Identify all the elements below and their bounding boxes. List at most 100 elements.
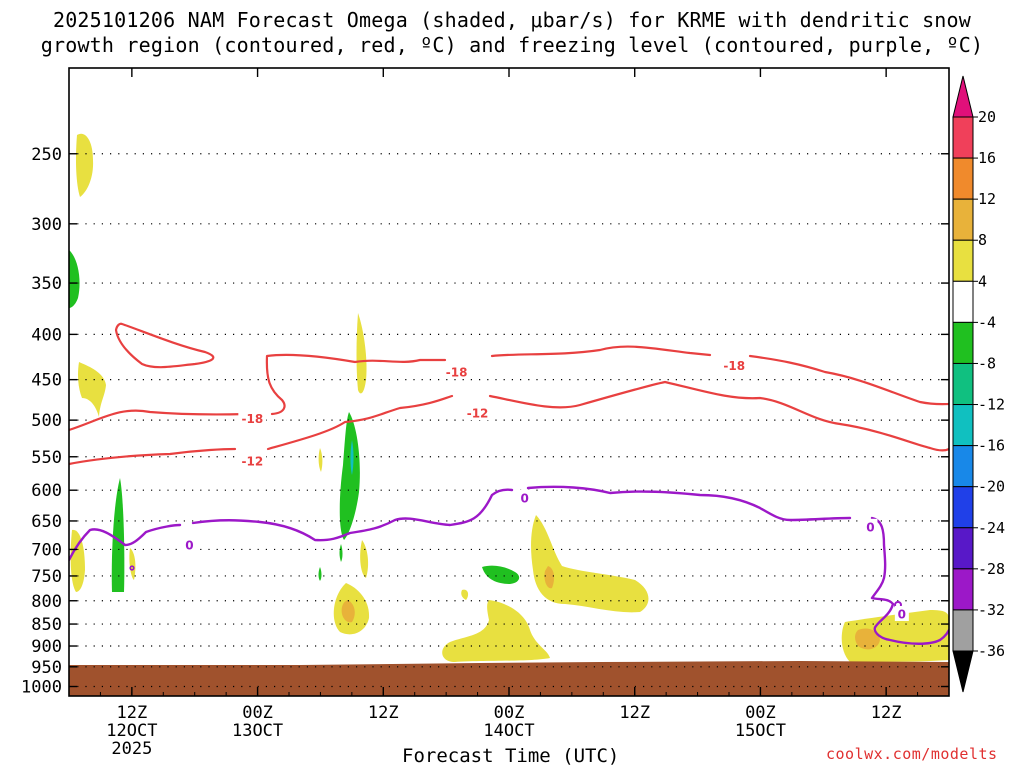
colorbar-label: 8 <box>978 231 987 249</box>
pressure-tick-label: 750 <box>31 567 62 587</box>
omega-shade-green <box>69 250 80 308</box>
time-tick-label: 12OCT <box>106 721 157 741</box>
pressure-tick-label: 250 <box>31 145 62 165</box>
colorbar-label: 4 <box>978 272 987 290</box>
colorbar-swatch <box>952 527 974 570</box>
colorbar-label: -32 <box>978 601 1005 619</box>
colorbar-swatch <box>952 568 974 611</box>
dgz-red-contour-minus12 <box>69 380 949 466</box>
omega-shade-yellow <box>76 133 94 197</box>
colorbar-swatch <box>952 321 974 364</box>
omega-shade-yellow <box>360 540 369 578</box>
dgz-red-contour-minus18-closed <box>114 322 215 369</box>
colorbar-label: -20 <box>978 478 1005 496</box>
colorbar-swatch <box>952 362 974 406</box>
time-tick-label: 00Z <box>745 703 776 723</box>
contour-label: 0 <box>185 539 193 553</box>
omega-shade-yellow <box>78 362 106 417</box>
contour-label: -12 <box>467 407 489 421</box>
chart-title-line1: 2025101206 NAM Forecast Omega (shaded, μ… <box>52 8 972 32</box>
colorbar-label: 16 <box>978 149 996 167</box>
pressure-tick-label: 450 <box>31 371 62 391</box>
freezing-level-purple-contour <box>69 485 949 645</box>
colorbar-swatch <box>952 486 974 529</box>
pressure-tick-label: 700 <box>31 540 62 560</box>
pressure-tick-label: 650 <box>31 512 62 532</box>
contour-label-background <box>463 405 492 421</box>
omega-shade-yellow <box>461 589 469 600</box>
omega-shade-green <box>482 565 520 584</box>
colorbar-label: -12 <box>978 396 1005 414</box>
pressure-tick-label: 800 <box>31 592 62 612</box>
colorbar-label: -16 <box>978 437 1005 455</box>
colorbar-swatch <box>952 157 974 200</box>
contour-label: -18 <box>241 412 263 426</box>
dgz-red-contour-minus18 <box>69 345 949 432</box>
colorbar-top-arrow <box>952 75 974 118</box>
omega-shade-teal <box>350 440 354 475</box>
colorbar-label: -8 <box>978 354 996 372</box>
contour-label-background <box>182 537 197 553</box>
contour-labels: -18 -18 -18 -12 -12 0 0 0 0 <box>182 357 909 621</box>
pressure-tick-label: 500 <box>31 411 62 431</box>
omega-shade-yellow <box>531 515 649 613</box>
time-tick-label: 2025 <box>111 739 152 759</box>
source-credit: coolwx.com/modelts <box>826 745 998 763</box>
colorbar-swatch <box>952 239 974 282</box>
contour-label-background <box>517 489 532 505</box>
colorbar-swatch <box>952 404 974 447</box>
pressure-tick-label: 300 <box>31 215 62 235</box>
colorbar-label: 20 <box>978 108 996 126</box>
time-tick-label: 12Z <box>368 703 399 723</box>
colorbar-swatch <box>952 445 974 488</box>
contour-label-background <box>442 363 471 379</box>
omega-shade-orange <box>341 600 355 623</box>
pressure-tick-label: 950 <box>31 658 62 678</box>
chart-title-line2: growth region (contoured, red, ºC) and f… <box>40 33 984 57</box>
contour-label: 0 <box>866 520 874 534</box>
omega-shading-layer <box>69 133 949 696</box>
contour-label: 0 <box>898 607 906 621</box>
colorbar-label: 12 <box>978 190 996 208</box>
omega-colorbar: 20 16 12 8 4 -4 -8 -12 -16 -20 -24 -28 -32 -36 <box>952 75 1005 693</box>
contour-label-background <box>720 357 749 373</box>
omega-shade-green <box>111 478 125 592</box>
omega-shade-orange <box>855 628 880 650</box>
pressure-tick-label: 850 <box>31 615 62 635</box>
x-axis-title: Forecast Time (UTC) <box>402 745 620 767</box>
time-tick-label: 00Z <box>242 703 273 723</box>
freezing-level-small-closed-contour <box>129 565 135 571</box>
contour-label-background <box>863 518 878 534</box>
time-tick-label: 12Z <box>871 703 902 723</box>
contour-label: 0 <box>521 491 529 505</box>
contour-label: -18 <box>446 365 468 379</box>
colorbar-label: -28 <box>978 560 1005 578</box>
contour-label-background <box>238 410 267 426</box>
time-tick-label: 00Z <box>494 703 525 723</box>
contour-label-background <box>238 452 267 468</box>
omega-shade-green <box>318 567 322 581</box>
time-tick-label: 13OCT <box>232 721 283 741</box>
contour-label: -12 <box>241 454 263 468</box>
time-tick-label: 12Z <box>619 703 650 723</box>
omega-shade-yellow <box>129 548 136 580</box>
pressure-tick-label: 400 <box>31 325 62 345</box>
colorbar-label: -36 <box>978 642 1005 660</box>
contour-label: -18 <box>723 359 745 373</box>
pressure-tick-label: 1000 <box>21 678 62 698</box>
colorbar-swatch <box>952 280 974 323</box>
omega-shade-yellow <box>318 448 323 472</box>
contour-layer <box>69 322 949 645</box>
plot-frame <box>68 67 950 697</box>
pressure-tick-label: 900 <box>31 637 62 657</box>
omega-shade-green <box>339 412 360 540</box>
time-tick-label: 14OCT <box>483 721 534 741</box>
colorbar-swatch <box>952 198 974 241</box>
colorbar-label: -24 <box>978 519 1005 537</box>
pressure-tick-label: 550 <box>31 448 62 468</box>
omega-shade-green <box>339 544 343 562</box>
pressure-axis: 2503003504004505005506006507007508008509… <box>21 145 949 698</box>
omega-shade-orange <box>544 566 555 589</box>
